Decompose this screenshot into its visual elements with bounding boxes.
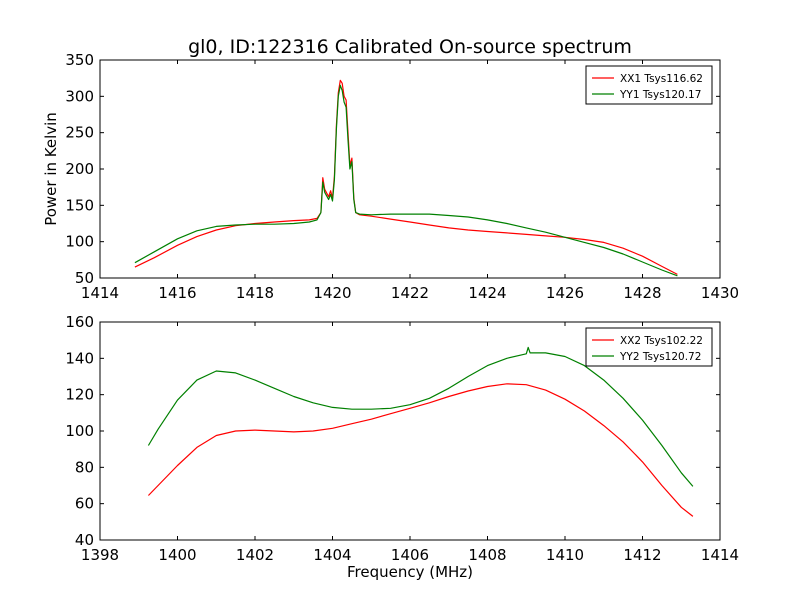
series-line-1 (147, 383, 694, 517)
y-tick-label: 250 (65, 124, 94, 142)
y-tick-label: 350 (65, 51, 94, 69)
legend: XX2 Tsys102.22 YY2 Tsys120.72 (585, 327, 713, 367)
x-tick-label: 1428 (623, 284, 661, 302)
legend-label: YY1 Tsys120.17 (619, 89, 701, 101)
y-tick-label: 300 (65, 87, 94, 105)
x-tick-label: 1420 (313, 284, 351, 302)
x-tick-label: 1430 (701, 284, 739, 302)
x-tick-label: 1422 (391, 284, 429, 302)
legend: XX1 Tsys116.62 YY1 Tsys120.17 (585, 65, 713, 105)
x-tick-label: 1414 (701, 546, 739, 564)
series-line-2 (147, 346, 694, 487)
x-tick-label: 1406 (391, 546, 429, 564)
x-tick-label: 1398 (81, 546, 119, 564)
x-tick-label: 1416 (158, 284, 196, 302)
chart-panels: 1414 1416 1418 1420 1422 1424 1426 1428 1430 50 10… (42, 51, 739, 581)
chart-panel-1: 1414 1416 1418 1420 1422 1424 1426 1428 1430 50 10… (42, 51, 739, 302)
legend-label: XX2 Tsys102.22 (620, 335, 703, 347)
legend-box (585, 327, 713, 367)
legend-label: XX1 Tsys116.62 (620, 73, 703, 85)
x-tick-label: 1424 (468, 284, 506, 302)
x-tick-label: 1402 (236, 546, 274, 564)
series-line-2 (134, 84, 678, 277)
y-tick-label: 40 (75, 531, 94, 549)
y-axis-label: Power in Kelvin (42, 112, 60, 226)
series-line-1 (134, 79, 678, 275)
y-tick-label: 50 (75, 269, 94, 287)
legend-box (585, 65, 713, 105)
y-tick-label: 140 (65, 349, 94, 367)
x-tick-label: 1408 (468, 546, 506, 564)
x-tick-label: 1400 (158, 546, 196, 564)
x-tick-label: 1414 (81, 284, 119, 302)
x-tick-label: 1426 (546, 284, 584, 302)
x-tick-label: 1410 (546, 546, 584, 564)
y-tick-label: 120 (65, 386, 94, 404)
y-tick-label: 200 (65, 160, 94, 178)
legend-label: YY2 Tsys120.72 (619, 351, 701, 363)
x-tick-label: 1404 (313, 546, 351, 564)
y-tick-label: 100 (65, 422, 94, 440)
y-tick-label: 160 (65, 313, 94, 331)
y-tick-label: 80 (75, 458, 94, 476)
x-axis-label: Frequency (MHz) (347, 563, 473, 581)
chart-panel-2: 1398 1400 1402 1404 1406 1408 1410 1412 1414 40 60… (65, 313, 739, 581)
x-tick-label: 1412 (623, 546, 661, 564)
y-tick-label: 150 (65, 196, 94, 214)
y-tick-label: 100 (65, 233, 94, 251)
x-tick-label: 1418 (236, 284, 274, 302)
y-tick-label: 60 (75, 495, 94, 513)
figure-title: gl0, ID:122316 Calibrated On-source spec… (188, 36, 632, 58)
